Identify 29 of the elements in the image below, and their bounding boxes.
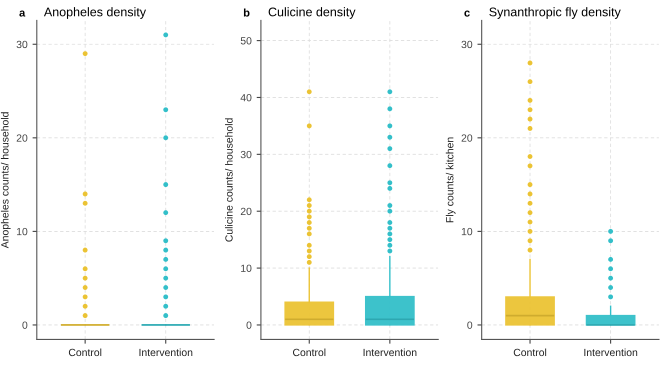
- y-tick-label: 0: [246, 321, 252, 329]
- y-tick-label: 0: [467, 321, 472, 329]
- y-tick-label: 10: [16, 228, 28, 236]
- y-tick-label: 10: [241, 264, 252, 272]
- y-tick-label: 20: [240, 208, 252, 216]
- chart-title: Culicine density: [268, 7, 356, 19]
- y-tick-label: 50: [240, 37, 252, 44]
- y-tick-label: 40: [240, 94, 252, 102]
- y-tick-label: 30: [461, 40, 472, 48]
- text: a: [19, 10, 26, 17]
- text: b: [244, 8, 250, 17]
- text: c: [464, 10, 470, 17]
- y-axis-title: Culicine counts/ household: [225, 118, 233, 242]
- chart-title: Anopheles density: [44, 7, 146, 19]
- x-tick-label: Intervention: [584, 348, 638, 356]
- x-tick-label: Intervention: [139, 348, 192, 356]
- x-tick-label: Control: [68, 348, 102, 356]
- x-tick-label: Control: [514, 348, 546, 356]
- y-axis-title: Anopheles counts/ household: [0, 112, 11, 248]
- y-tick-label: 20: [462, 134, 472, 142]
- y-tick-label: 30: [240, 150, 252, 158]
- y-axis-title: Fly counts/ kitchen: [446, 137, 456, 222]
- x-tick-label: Control: [293, 348, 326, 356]
- y-tick-label: 0: [22, 321, 28, 329]
- chart-title: Synanthropic fly density: [489, 7, 621, 19]
- y-tick-label: 30: [16, 40, 28, 48]
- y-tick-label: 20: [16, 134, 28, 142]
- x-tick-label: Intervention: [364, 348, 416, 356]
- y-tick-label: 10: [462, 228, 472, 236]
